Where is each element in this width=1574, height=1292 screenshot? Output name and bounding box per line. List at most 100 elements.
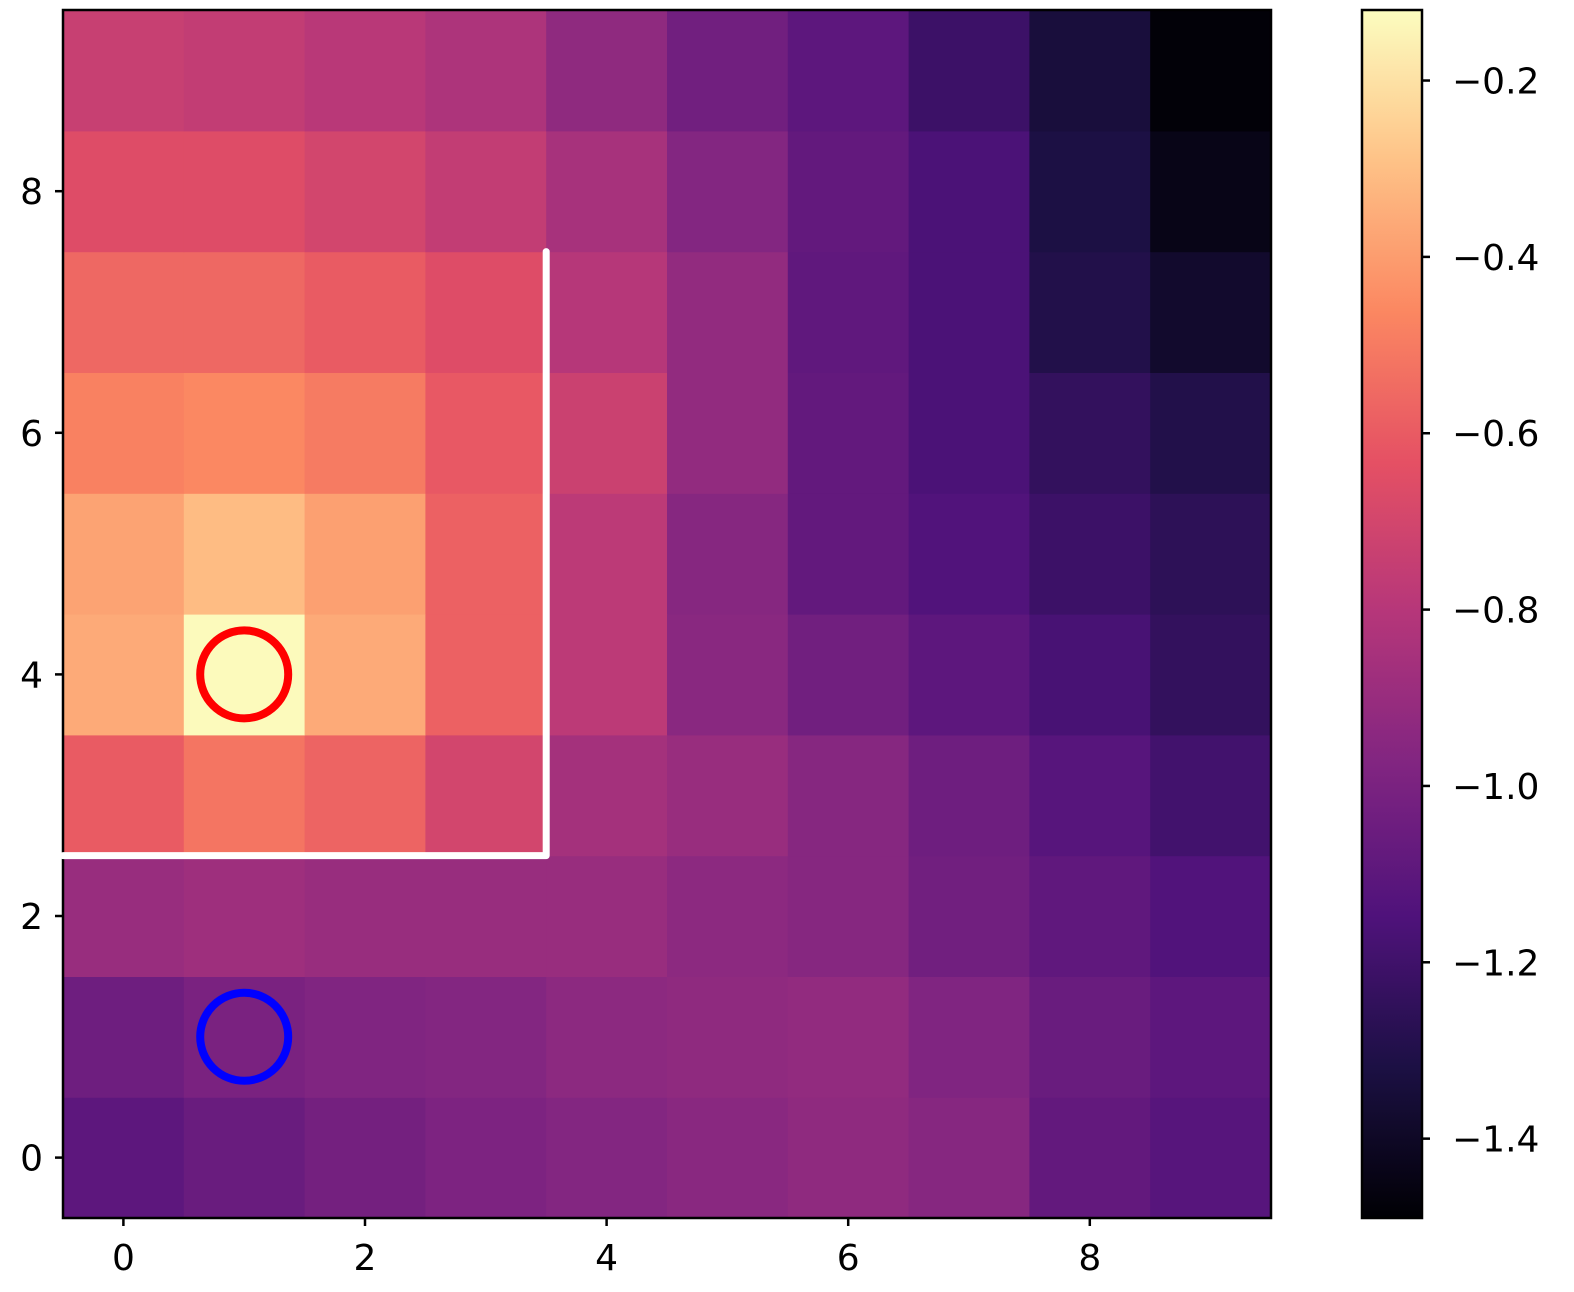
- heatmap-cell-2-8: [304, 130, 426, 253]
- heatmap-cell-0-8: [63, 130, 185, 253]
- heatmap-cell-6-2: [787, 855, 910, 977]
- heatmap-cell-5-7: [667, 251, 789, 373]
- heatmap-cell-9-6: [1150, 372, 1272, 494]
- heatmap-cell-8-9: [1029, 10, 1151, 132]
- heatmap-cell-4-7: [546, 251, 668, 373]
- heatmap-cell-5-5: [667, 493, 789, 615]
- heatmap-cell-1-3: [183, 734, 306, 857]
- heatmap-cell-9-9: [1150, 10, 1272, 132]
- heatmap-cell-4-2: [546, 855, 668, 977]
- heatmap-cell-5-6: [667, 372, 789, 494]
- heatmap-cell-1-9: [183, 10, 306, 132]
- heatmap-cell-7-6: [908, 372, 1030, 494]
- heatmap-cell-8-3: [1029, 734, 1151, 857]
- colorbar-ticks: −0.2 −0.4 −0.6 −0.8 −1.0 −1.2 −1.4: [1422, 62, 1539, 1161]
- heatmap-cell-2-7: [304, 251, 426, 373]
- heatmap-cell-9-4: [1150, 614, 1272, 736]
- heatmap-cell-8-0: [1029, 1097, 1151, 1219]
- colorbar-tick-label-5: −1.2: [1452, 943, 1539, 984]
- heatmap-cell-1-6: [183, 372, 306, 494]
- marker-circle-1: [196, 988, 293, 1085]
- heatmap-cell-6-6: [787, 372, 910, 494]
- heatmap-cell-7-8: [908, 130, 1030, 253]
- colorbar-tick-label-2: −0.6: [1452, 414, 1539, 455]
- heatmap-cell-0-5: [63, 493, 185, 615]
- heatmap-cell-6-9: [787, 10, 910, 132]
- colorbar-tick-label-0: −0.2: [1452, 62, 1539, 103]
- colorbar-frame: [1360, 8, 1424, 1220]
- heatmap-cell-5-4: [667, 614, 789, 736]
- x-tick-label-6: 6: [837, 1238, 860, 1279]
- heatmap-cell-3-4: [425, 614, 547, 736]
- heatmap-cell-0-0: [63, 1097, 185, 1219]
- heatmap-cell-5-1: [667, 976, 789, 1098]
- heatmap-cell-2-4: [304, 614, 426, 736]
- y-tick-label-2: 2: [20, 897, 43, 938]
- overlays: [59, 248, 550, 1085]
- heatmap-cell-4-4: [546, 614, 668, 736]
- heatmap-cell-8-1: [1029, 976, 1151, 1098]
- heatmap-cell-7-4: [908, 614, 1030, 736]
- heatmap-cell-7-9: [908, 10, 1030, 132]
- heatmap-cell-0-2: [63, 855, 185, 977]
- heatmap-cell-3-9: [425, 10, 547, 132]
- heatmap-cell-2-2: [304, 855, 426, 977]
- heatmap-cells: [63, 10, 1272, 1219]
- heatmap-cell-2-9: [304, 10, 426, 132]
- heatmap-cell-1-7: [183, 251, 306, 373]
- boundary-line: [59, 248, 550, 860]
- heatmap-cell-5-2: [667, 855, 789, 977]
- heatmap-cell-3-7: [425, 251, 547, 373]
- heatmap-cell-6-7: [787, 251, 910, 373]
- colorbar-tick-label-4: −1.0: [1452, 767, 1539, 808]
- heatmap-cell-9-7: [1150, 251, 1272, 373]
- heatmap-cell-3-2: [425, 855, 547, 977]
- heatmap-cell-7-3: [908, 734, 1030, 857]
- y-axis: 0 2 4 6 8: [20, 172, 63, 1180]
- heatmap-cell-5-9: [667, 10, 789, 132]
- heatmap-cell-1-0: [183, 1097, 306, 1219]
- y-tick-label-6: 6: [20, 414, 43, 455]
- heatmap-cell-3-6: [425, 372, 547, 494]
- x-axis: 0 2 4 6 8: [112, 1218, 1101, 1279]
- heatmap-cell-7-7: [908, 251, 1030, 373]
- heatmap-cell-5-8: [667, 130, 789, 253]
- plot-frame: [61, 8, 1273, 1220]
- heatmap-cell-8-5: [1029, 493, 1151, 615]
- heatmap-cell-3-5: [425, 493, 547, 615]
- x-tick-label-2: 2: [354, 1238, 377, 1279]
- heatmap-cell-6-8: [787, 130, 910, 253]
- heatmap-cell-6-5: [787, 493, 910, 615]
- heatmap-cell-7-1: [908, 976, 1030, 1098]
- heatmap-cell-8-6: [1029, 372, 1151, 494]
- heatmap-cell-7-0: [908, 1097, 1030, 1219]
- heatmap-cell-5-3: [667, 734, 789, 857]
- heatmap-cell-5-0: [667, 1097, 789, 1219]
- heatmap-cell-6-0: [787, 1097, 910, 1219]
- heatmap-cell-0-4: [63, 614, 185, 736]
- heatmap-cell-0-1: [63, 976, 185, 1098]
- heatmap-cell-1-8: [183, 130, 306, 253]
- heatmap-cell-0-3: [63, 734, 185, 857]
- heatmap-cell-2-6: [304, 372, 426, 494]
- heatmap-cell-6-1: [787, 976, 910, 1098]
- x-tick-label-8: 8: [1078, 1238, 1101, 1279]
- heatmap-cell-9-0: [1150, 1097, 1272, 1219]
- heatmap-cell-4-0: [546, 1097, 668, 1219]
- heatmap-cell-9-5: [1150, 493, 1272, 615]
- heatmap-cell-8-4: [1029, 614, 1151, 736]
- y-tick-label-4: 4: [20, 655, 43, 696]
- heatmap-cell-2-5: [304, 493, 426, 615]
- heatmap-cell-1-5: [183, 493, 306, 615]
- heatmap-cell-6-4: [787, 614, 910, 736]
- heatmap-cell-3-0: [425, 1097, 547, 1219]
- heatmap-cell-0-7: [63, 251, 185, 373]
- colorbar: [1362, 10, 1422, 1218]
- x-tick-label-0: 0: [112, 1238, 135, 1279]
- heatmap-cell-4-9: [546, 10, 668, 132]
- heatmap-cell-1-2: [183, 855, 306, 977]
- heatmap-cell-8-7: [1029, 251, 1151, 373]
- colorbar-tick-label-1: −0.4: [1452, 238, 1539, 279]
- heatmap-cell-4-8: [546, 130, 668, 253]
